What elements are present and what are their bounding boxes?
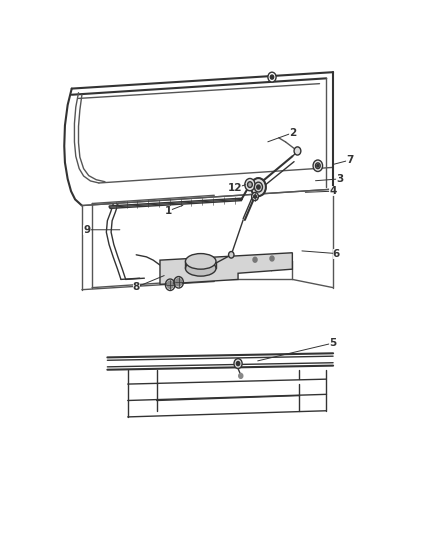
- Ellipse shape: [185, 261, 216, 276]
- Circle shape: [251, 178, 266, 196]
- Text: 6: 6: [333, 248, 340, 259]
- Circle shape: [247, 182, 252, 188]
- Circle shape: [270, 256, 274, 261]
- Circle shape: [229, 252, 234, 258]
- Polygon shape: [160, 253, 293, 284]
- Circle shape: [315, 163, 320, 168]
- Circle shape: [253, 257, 257, 262]
- Text: 1: 1: [165, 206, 172, 216]
- Circle shape: [254, 182, 262, 192]
- Circle shape: [294, 147, 301, 155]
- Circle shape: [257, 185, 260, 189]
- Text: 3: 3: [336, 174, 343, 184]
- Text: 2: 2: [289, 128, 296, 138]
- Polygon shape: [109, 198, 242, 208]
- Text: 4: 4: [329, 186, 337, 196]
- Circle shape: [239, 374, 243, 378]
- Circle shape: [237, 361, 240, 366]
- Text: 8: 8: [133, 282, 140, 292]
- Circle shape: [317, 165, 319, 167]
- Circle shape: [270, 75, 274, 79]
- Circle shape: [176, 279, 182, 286]
- Circle shape: [245, 179, 255, 191]
- Circle shape: [254, 195, 256, 198]
- Text: 5: 5: [329, 338, 337, 348]
- Text: 9: 9: [83, 225, 91, 235]
- Circle shape: [268, 72, 276, 82]
- Ellipse shape: [185, 254, 216, 269]
- Circle shape: [167, 281, 173, 288]
- Text: 12: 12: [227, 183, 242, 193]
- Circle shape: [234, 359, 242, 368]
- Text: 7: 7: [346, 155, 354, 165]
- Circle shape: [313, 160, 322, 172]
- Circle shape: [251, 192, 258, 200]
